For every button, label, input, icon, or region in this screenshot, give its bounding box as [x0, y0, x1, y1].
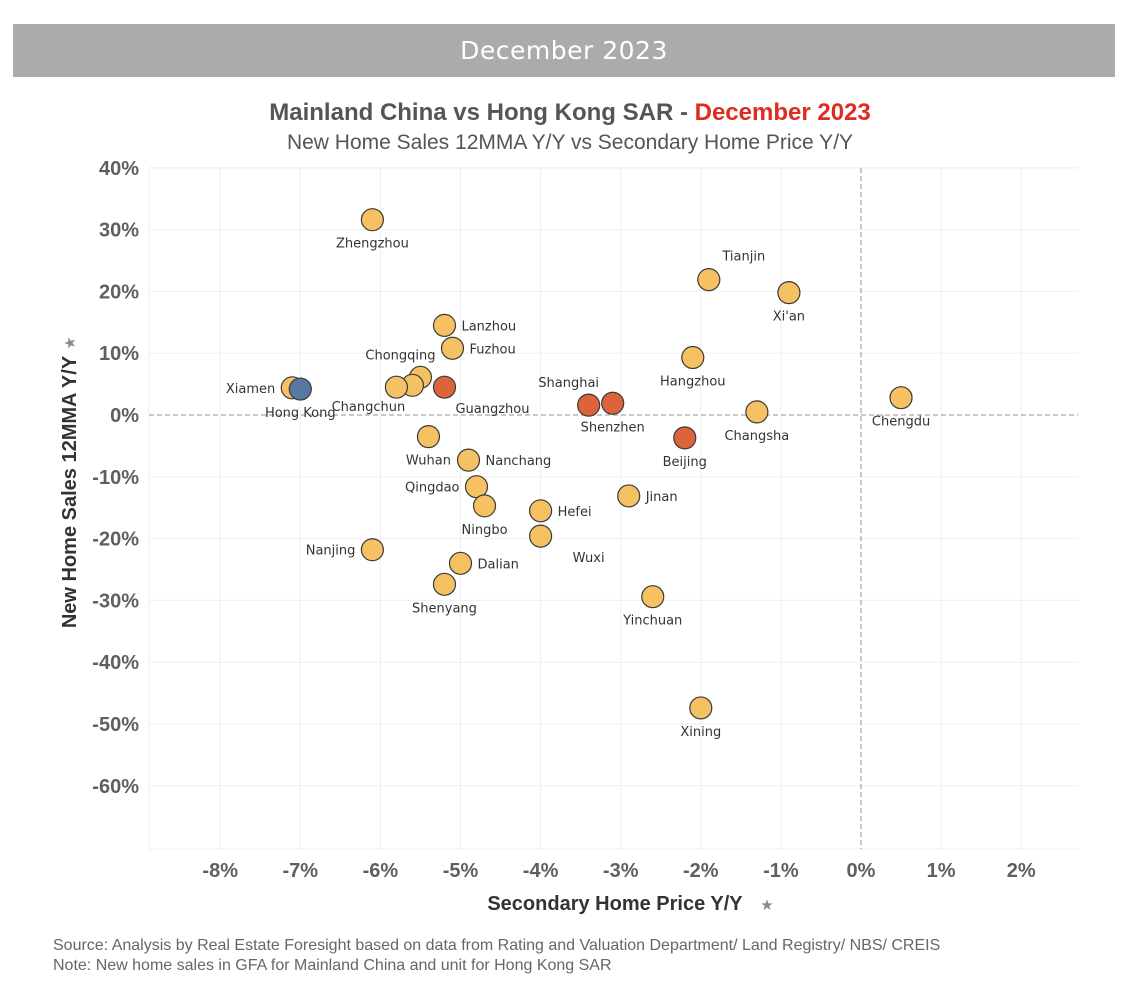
chart-title-main: Mainland China vs Hong Kong SAR - [269, 99, 695, 126]
point-hangzhou [681, 345, 705, 370]
point-label-xining: Xining [680, 725, 721, 740]
point-label-xi-an: Xi'an [773, 310, 805, 325]
point-label-yinchuan: Yinchuan [622, 614, 682, 629]
chart-title-period: December 2023 [694, 99, 871, 126]
x-axis-pin-icon: ★ [760, 897, 773, 914]
point-label-beijing: Beijing [663, 455, 707, 470]
point-label-wuhan: Wuhan [406, 454, 451, 469]
period-banner: December 2023 [13, 24, 1115, 77]
point-label-guangzhou: Guangzhou [455, 402, 529, 417]
axis-titles: Secondary Home Price Y/Y ★ New Home Sales … [59, 336, 774, 915]
x-tick-label: 1% [927, 860, 956, 882]
y-axis-title: New Home Sales 12MMA Y/Y [59, 355, 81, 628]
point-wuxi [528, 524, 553, 548]
x-tick-label: -2% [683, 860, 719, 882]
source-note: Source: Analysis by Real Estate Foresigh… [53, 937, 941, 954]
point-tianjin [697, 268, 721, 292]
y-tick-label: -50% [92, 714, 139, 736]
point-label-dalian: Dalian [478, 557, 519, 572]
x-tick-label: -1% [763, 860, 799, 882]
point-label-hong-kong: Hong Kong [265, 406, 336, 421]
point-label-ningbo: Ningbo [462, 523, 508, 538]
point-hefei [528, 499, 553, 523]
point-label-shenyang: Shenyang [412, 601, 477, 616]
point-ningbo [472, 494, 497, 518]
x-tick-label: -4% [523, 860, 559, 882]
y-tick-label: 30% [99, 220, 139, 242]
y-tick-label: 10% [99, 343, 139, 365]
point-nanjing [360, 538, 384, 562]
chart-footer: Source: Analysis by Real Estate Foresigh… [53, 936, 940, 976]
grid-layer [148, 167, 1078, 850]
x-axis-title: Secondary Home Price Y/Y [487, 893, 743, 915]
point-jinan [617, 484, 641, 508]
point-chengdu [889, 386, 913, 410]
point-label-zhengzhou: Zhengzhou [336, 237, 409, 252]
chart-title: Mainland China vs Hong Kong SAR - Decemb… [0, 99, 1140, 127]
point-label-nanjing: Nanjing [306, 544, 356, 559]
point-label-fuzhou: Fuzhou [469, 342, 515, 357]
point-yinchuan [641, 585, 665, 609]
y-tick-label: -20% [92, 529, 139, 551]
x-tick-label: -8% [202, 860, 238, 882]
reference-lines [149, 168, 1078, 849]
point-label-shenzhen: Shenzhen [581, 420, 645, 435]
y-tick-label: -30% [92, 590, 139, 612]
y-axis-pin-icon: ★ [62, 336, 79, 349]
point-label-changchun: Changchun [332, 400, 406, 415]
point-shanghai [577, 393, 601, 417]
point-label-changsha: Changsha [724, 429, 789, 444]
y-tick-label: 20% [99, 281, 139, 303]
point-labels: Zhengzhou Tianjin Xi'an Lanzhou Fuzhou Hangzh… [226, 237, 930, 740]
point-label-lanzhou: Lanzhou [461, 319, 516, 334]
y-tick-label: 40% [99, 158, 139, 180]
point-label-hangzhou: Hangzhou [660, 375, 726, 390]
point-label-xiamen: Xiamen [226, 382, 275, 397]
y-tick-label: -10% [92, 467, 139, 489]
y-tick-label: -60% [92, 776, 139, 798]
point-changsha [745, 400, 769, 424]
period-banner-label: December 2023 [460, 36, 668, 65]
point-wuhan [416, 425, 441, 449]
point-beijing [673, 426, 697, 450]
data-points [280, 208, 913, 720]
point-label-wuxi: Wuxi [573, 551, 605, 566]
point-guangzhou [432, 375, 457, 399]
point-label-chengdu: Chengdu [872, 415, 930, 430]
x-tick-label: -6% [363, 860, 399, 882]
point-zhengzhou [360, 208, 384, 232]
x-tick-label: 2% [1007, 860, 1036, 882]
point-xining [689, 696, 713, 720]
point-label-qingdao: Qingdao [405, 481, 460, 496]
tick-labels: -8% -7% -6% -5% -4% -3% -2% -1% 0% 1% 2% 40% 30% 20% 1… [92, 158, 1036, 882]
point-label-nanchang: Nanchang [486, 454, 552, 469]
point-nanchang [456, 448, 481, 472]
point-xi-an [777, 281, 801, 305]
x-tick-label: 0% [847, 860, 876, 882]
chart-subtitle: New Home Sales 12MMA Y/Y vs Secondary Ho… [286, 131, 854, 154]
point-changchun [384, 375, 409, 399]
point-label-hefei: Hefei [558, 505, 592, 520]
point-hong-kong [288, 377, 312, 401]
point-label-shanghai: Shanghai [538, 376, 599, 391]
y-tick-label: -40% [92, 652, 139, 674]
point-label-jinan: Jinan [645, 490, 678, 505]
point-fuzhou [440, 336, 465, 360]
point-dalian [448, 551, 473, 575]
point-label-chongqing: Chongqing [365, 348, 435, 363]
footnote: Note: New home sales in GFA for Mainland… [53, 957, 612, 974]
point-shenyang [432, 572, 457, 596]
point-label-tianjin: Tianjin [721, 250, 765, 265]
point-lanzhou [432, 313, 457, 337]
x-tick-label: -5% [443, 860, 479, 882]
y-tick-label: 0% [110, 405, 139, 427]
x-tick-label: -7% [283, 860, 319, 882]
point-shenzhen [601, 391, 625, 415]
x-tick-label: -3% [603, 860, 639, 882]
